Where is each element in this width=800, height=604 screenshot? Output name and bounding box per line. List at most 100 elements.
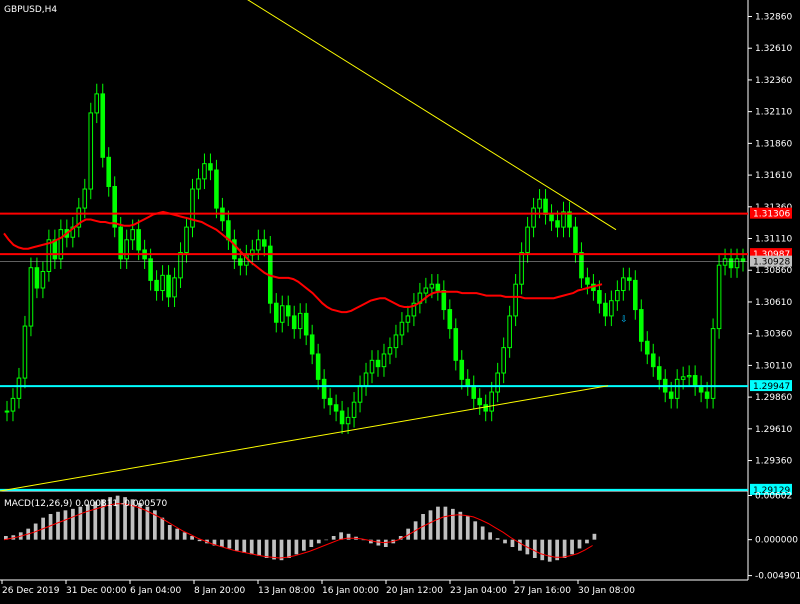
candle-body[interactable] bbox=[495, 372, 500, 393]
candle-body[interactable] bbox=[16, 377, 22, 399]
candle-body[interactable] bbox=[531, 207, 536, 228]
candle-body[interactable] bbox=[740, 258, 746, 262]
candle-body[interactable] bbox=[279, 305, 285, 323]
candle-body[interactable] bbox=[339, 410, 345, 425]
candle-body[interactable] bbox=[638, 309, 644, 342]
candle-body[interactable] bbox=[519, 251, 524, 285]
candle-body[interactable] bbox=[668, 391, 674, 399]
trendline-ascending[interactable] bbox=[0, 385, 609, 492]
candle-body[interactable] bbox=[483, 404, 488, 412]
candle-body[interactable] bbox=[238, 258, 243, 266]
candle-body[interactable] bbox=[633, 279, 638, 311]
candle-body[interactable] bbox=[393, 334, 399, 349]
candle-body[interactable] bbox=[411, 302, 417, 317]
candle-body[interactable] bbox=[28, 267, 34, 327]
candle-body[interactable] bbox=[507, 315, 512, 349]
candle-body[interactable] bbox=[429, 283, 435, 289]
candle-body[interactable] bbox=[58, 229, 64, 260]
candle-body[interactable] bbox=[375, 359, 381, 368]
candle-body[interactable] bbox=[674, 378, 680, 399]
candle-body[interactable] bbox=[650, 353, 656, 368]
candle-body[interactable] bbox=[10, 397, 16, 412]
candle-body[interactable] bbox=[112, 186, 117, 228]
candle-body[interactable] bbox=[262, 239, 267, 247]
candle-body[interactable] bbox=[585, 277, 590, 285]
trendlines-layer[interactable] bbox=[0, 0, 617, 492]
candle-body[interactable] bbox=[88, 112, 94, 190]
candle-body[interactable] bbox=[555, 220, 560, 228]
candle-body[interactable] bbox=[441, 290, 447, 311]
candle-body[interactable] bbox=[70, 226, 76, 238]
candle-body[interactable] bbox=[22, 325, 28, 379]
candle-body[interactable] bbox=[656, 366, 662, 380]
candle-body[interactable] bbox=[46, 239, 52, 273]
candle-body[interactable] bbox=[309, 334, 315, 355]
candle-body[interactable] bbox=[609, 300, 614, 317]
candle-body[interactable] bbox=[387, 347, 393, 355]
trendline-descending[interactable] bbox=[240, 0, 617, 231]
candle-body[interactable] bbox=[567, 211, 572, 228]
candle-body[interactable] bbox=[321, 378, 327, 399]
candle-body[interactable] bbox=[303, 312, 309, 336]
candle-body[interactable] bbox=[148, 258, 153, 281]
candle-body[interactable] bbox=[327, 397, 333, 406]
candle-body[interactable] bbox=[124, 239, 129, 260]
candle-body[interactable] bbox=[573, 226, 578, 253]
sell-arrow-icon[interactable]: ⇩ bbox=[620, 315, 628, 325]
candle-body[interactable] bbox=[34, 267, 40, 289]
candle-body[interactable] bbox=[351, 401, 357, 418]
candle-body[interactable] bbox=[579, 251, 584, 279]
candle-body[interactable] bbox=[537, 198, 542, 209]
candle-body[interactable] bbox=[399, 321, 405, 336]
candle-body[interactable] bbox=[172, 277, 177, 298]
candle-body[interactable] bbox=[100, 93, 106, 158]
candle-body[interactable] bbox=[118, 226, 123, 260]
candle-body[interactable] bbox=[160, 274, 165, 292]
candle-body[interactable] bbox=[214, 169, 219, 209]
candle-body[interactable] bbox=[256, 239, 261, 251]
candle-body[interactable] bbox=[465, 378, 471, 387]
candle-body[interactable] bbox=[208, 163, 213, 171]
candle-body[interactable] bbox=[501, 347, 506, 374]
candle-body[interactable] bbox=[106, 156, 112, 188]
candle-body[interactable] bbox=[232, 239, 237, 260]
candle-body[interactable] bbox=[166, 274, 171, 298]
candle-body[interactable] bbox=[525, 226, 530, 253]
candle-body[interactable] bbox=[686, 375, 692, 378]
candle-body[interactable] bbox=[273, 302, 279, 323]
candle-body[interactable] bbox=[603, 302, 608, 317]
candle-body[interactable] bbox=[94, 93, 100, 114]
candle-body[interactable] bbox=[722, 258, 728, 266]
candle-body[interactable] bbox=[627, 277, 632, 281]
candle-body[interactable] bbox=[291, 315, 297, 330]
candle-body[interactable] bbox=[644, 340, 650, 355]
candle-body[interactable] bbox=[561, 211, 566, 228]
candle-body[interactable] bbox=[190, 188, 195, 228]
candle-body[interactable] bbox=[315, 353, 321, 380]
candle-body[interactable] bbox=[489, 391, 494, 412]
candle-body[interactable] bbox=[363, 372, 369, 387]
candle-body[interactable] bbox=[453, 328, 459, 361]
candle-body[interactable] bbox=[716, 264, 722, 330]
candle-body[interactable] bbox=[615, 290, 620, 302]
candle-body[interactable] bbox=[345, 416, 351, 425]
candle-body[interactable] bbox=[202, 163, 207, 180]
candle-body[interactable] bbox=[40, 271, 46, 289]
candle-body[interactable] bbox=[130, 229, 135, 241]
candle-body[interactable] bbox=[710, 328, 716, 399]
candle-body[interactable] bbox=[728, 258, 734, 269]
candle-body[interactable] bbox=[178, 251, 183, 279]
candle-body[interactable] bbox=[196, 178, 201, 190]
candle-body[interactable] bbox=[226, 220, 231, 241]
candle-body[interactable] bbox=[471, 385, 477, 399]
candle-body[interactable] bbox=[435, 283, 441, 292]
candle-body[interactable] bbox=[513, 283, 518, 317]
candle-body[interactable] bbox=[184, 226, 189, 253]
candle-body[interactable] bbox=[154, 279, 159, 292]
candle-body[interactable] bbox=[692, 375, 698, 387]
candles-layer[interactable] bbox=[4, 83, 746, 434]
candle-body[interactable] bbox=[549, 213, 554, 222]
candle-body[interactable] bbox=[381, 353, 387, 368]
